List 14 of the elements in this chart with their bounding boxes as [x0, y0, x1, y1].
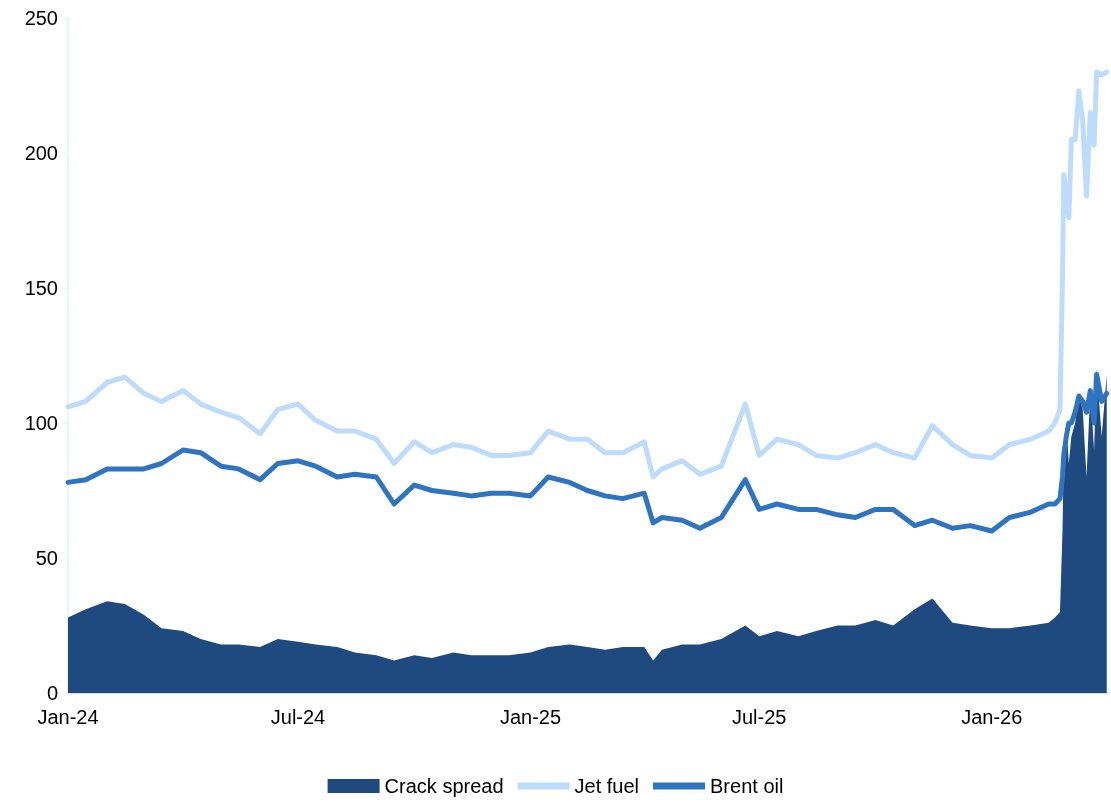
- legend-label: Jet fuel: [574, 775, 640, 797]
- legend-label: Brent oil: [710, 775, 784, 797]
- x-tick-label: Jan-24: [37, 706, 99, 728]
- x-tick-label: Jul-25: [731, 706, 787, 728]
- y-tick-label: 50: [35, 547, 58, 569]
- y-tick-label: 200: [24, 142, 58, 164]
- x-tick-label: Jul-24: [270, 706, 326, 728]
- x-tick-label: Jan-25: [499, 706, 562, 728]
- y-tick-label: 250: [24, 7, 58, 29]
- x-tick-label: Jan-26: [961, 706, 1023, 728]
- legend-label: Crack spread: [384, 775, 504, 797]
- y-tick-label: 100: [24, 412, 58, 434]
- y-tick-label: 0: [46, 682, 58, 704]
- y-tick-label: 150: [24, 277, 58, 299]
